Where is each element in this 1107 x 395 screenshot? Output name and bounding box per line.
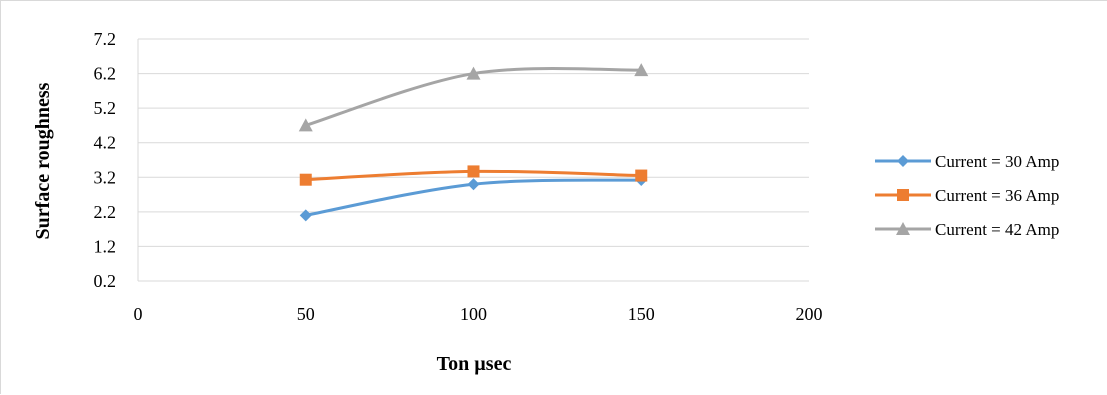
legend-label: Current = 30 Amp (935, 152, 1059, 171)
series-markers (298, 63, 649, 222)
data-point-marker (298, 118, 313, 132)
x-tick-labels: 0 50 100 150 200 (134, 304, 823, 324)
x-tick-label: 150 (628, 304, 655, 324)
x-axis-title: Ton µsec (437, 353, 512, 375)
legend-item: Current = 30 Amp (875, 152, 1059, 171)
y-tick-label: 7.2 (94, 29, 117, 49)
y-tick-labels: 0.2 1.2 2.2 3.2 4.2 5.2 6.2 7.2 (94, 29, 117, 291)
y-tick-label: 6.2 (94, 64, 117, 84)
data-point-marker (299, 173, 312, 186)
y-tick-label: 4.2 (94, 133, 117, 153)
data-point-marker (466, 66, 481, 80)
y-tick-label: 3.2 (94, 167, 117, 187)
legend-item: Current = 36 Amp (875, 186, 1059, 205)
legend-label: Current = 42 Amp (935, 220, 1059, 239)
x-tick-label: 50 (297, 304, 315, 324)
data-point-marker (467, 178, 480, 191)
legend-marker (897, 155, 909, 167)
y-tick-label: 2.2 (94, 202, 117, 222)
axes (137, 39, 809, 282)
x-tick-label: 200 (796, 304, 823, 324)
x-tick-label: 0 (134, 304, 143, 324)
legend-item: Current = 42 Amp (875, 220, 1059, 239)
data-point-marker (299, 209, 312, 222)
data-point-marker (635, 169, 648, 182)
y-tick-label: 5.2 (94, 98, 117, 118)
legend-label: Current = 36 Amp (935, 186, 1059, 205)
legend-marker (896, 222, 910, 235)
legend-marker (897, 189, 909, 201)
legend: Current = 30 Amp Current = 36 Amp Current … (875, 152, 1059, 239)
series-lines (304, 67, 643, 217)
data-point-marker (467, 165, 480, 178)
y-tick-label: 1.2 (94, 236, 117, 256)
y-tick-label: 0.2 (94, 271, 117, 291)
x-tick-label: 100 (460, 304, 487, 324)
y-axis-title: Surface roughness (32, 82, 54, 239)
data-point-marker (634, 63, 649, 77)
